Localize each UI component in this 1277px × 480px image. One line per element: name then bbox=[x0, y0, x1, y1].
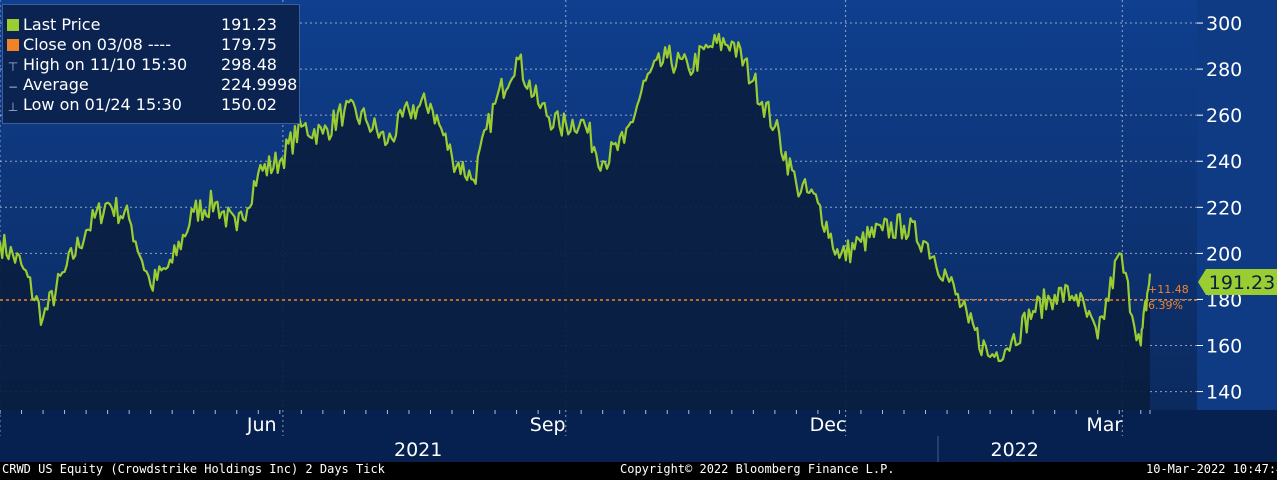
y-tick-label: 280 bbox=[1206, 59, 1242, 81]
footer-ticker: CRWD US Equity (Crowdstrike Holdings Inc… bbox=[2, 462, 385, 476]
last-price-tag-text: 191.23 bbox=[1209, 272, 1275, 294]
y-tick-label: 220 bbox=[1206, 197, 1242, 219]
average-marker-icon: − bbox=[7, 80, 19, 94]
legend-label: Last Price bbox=[23, 15, 101, 34]
legend-label: High on 11/10 15:30 bbox=[23, 55, 188, 74]
legend: Last Price 191.23 Close on 03/08 ---- 179.… bbox=[2, 4, 300, 124]
yaxis-background bbox=[1197, 0, 1277, 410]
x-month-label: Jun bbox=[246, 414, 277, 436]
y-tick-label: 200 bbox=[1206, 243, 1242, 265]
orange-square-icon bbox=[7, 39, 19, 51]
green-square-icon bbox=[7, 19, 19, 31]
y-tick-label: 160 bbox=[1206, 336, 1242, 358]
x-year-label: 2021 bbox=[394, 439, 442, 461]
legend-label: Low on 01/24 15:30 bbox=[23, 95, 182, 114]
high-marker-icon: ⊤ bbox=[7, 60, 19, 74]
change-absolute: +11.48 bbox=[1148, 283, 1189, 296]
legend-value: 150.02 bbox=[221, 95, 277, 114]
y-tick-label: 140 bbox=[1206, 382, 1242, 404]
y-tick-label: 260 bbox=[1206, 105, 1242, 127]
x-month-label: Mar bbox=[1086, 414, 1122, 436]
legend-row-high: ⊤ High on 11/10 15:30 298.48 bbox=[7, 55, 277, 75]
xaxis-background bbox=[0, 410, 1277, 462]
last-price-tag: 191.23 bbox=[1198, 269, 1277, 295]
y-tick-label: 300 bbox=[1206, 13, 1242, 35]
legend-value: 224.9998 bbox=[221, 75, 298, 94]
legend-row-low: ⊥ Low on 01/24 15:30 150.02 bbox=[7, 95, 277, 115]
legend-value: 179.75 bbox=[221, 35, 277, 54]
legend-label: Average bbox=[23, 75, 89, 94]
footer-timestamp: 10-Mar-2022 10:47:41 bbox=[1146, 462, 1277, 476]
x-month-label: Dec bbox=[810, 414, 847, 436]
legend-value: 298.48 bbox=[221, 55, 277, 74]
x-month-label: Sep bbox=[530, 414, 566, 436]
x-axis-labels: MarJunSepDecMar20212022 bbox=[0, 410, 1151, 461]
legend-row-close: Close on 03/08 ---- 179.75 bbox=[7, 35, 277, 55]
legend-row-average: − Average 224.9998 bbox=[7, 75, 297, 95]
legend-row-last-price: Last Price 191.23 bbox=[7, 15, 277, 35]
footer-copyright: Copyright© 2022 Bloomberg Finance L.P. bbox=[620, 462, 895, 476]
change-percent: 6.39% bbox=[1148, 299, 1183, 312]
price-area bbox=[0, 33, 1150, 411]
low-marker-icon: ⊥ bbox=[7, 100, 19, 114]
legend-label: Close on 03/08 ---- bbox=[23, 35, 171, 54]
legend-value: 191.23 bbox=[221, 15, 277, 34]
x-year-label: 2022 bbox=[991, 439, 1039, 461]
price-line bbox=[0, 32, 1152, 363]
y-tick-label: 240 bbox=[1206, 151, 1242, 173]
